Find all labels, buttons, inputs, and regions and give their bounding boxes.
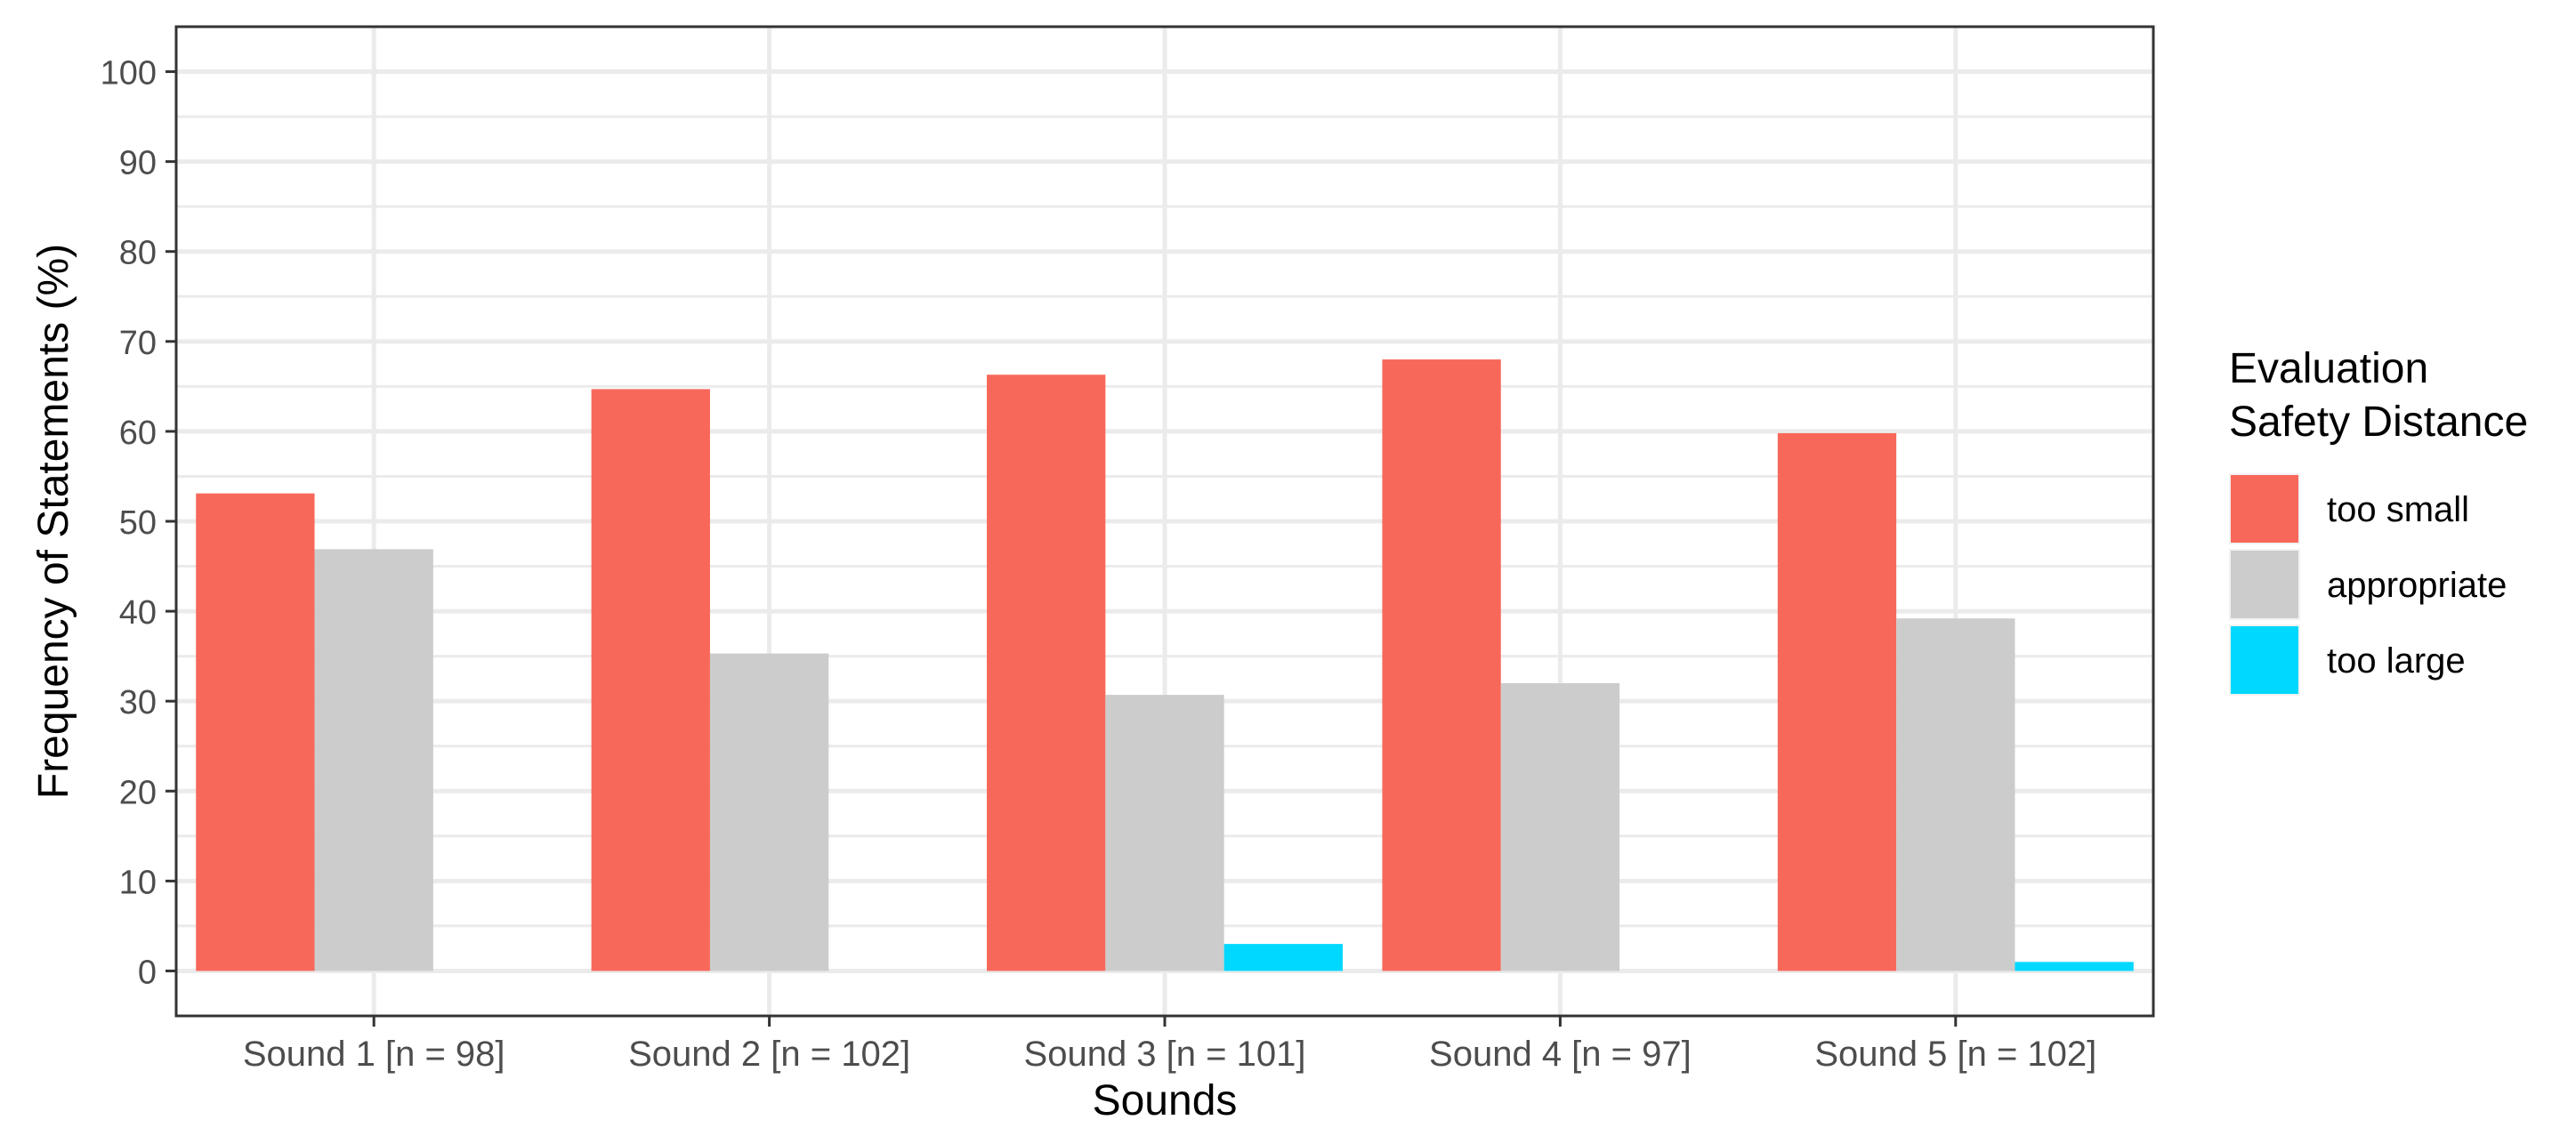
bar-too-small — [1777, 432, 1897, 971]
x-axis: Sound 1 [n = 98] Sound 2 [n = 102] Sound 3… — [243, 1016, 2096, 1074]
legend-items: too small appropriate too large — [2229, 473, 2507, 696]
y-tick-label: 0 — [138, 954, 157, 991]
y-tick-label: 50 — [119, 504, 157, 542]
bars — [196, 359, 2134, 971]
legend-label-too-large: too large — [2327, 641, 2466, 681]
x-tick-label: Sound 5 [n = 102] — [1814, 1035, 2096, 1074]
legend-label-too-small: too small — [2327, 490, 2469, 529]
y-tick-label: 90 — [119, 145, 157, 182]
x-tick-label: Sound 3 [n = 101] — [1024, 1035, 1306, 1074]
legend-swatch-too-large — [2231, 626, 2298, 694]
bar-appropriate — [709, 653, 829, 971]
bar-too-small — [591, 389, 710, 971]
y-axis: 0 10 20 30 40 50 60 70 80 90 100 — [101, 55, 176, 991]
legend-swatch-too-small — [2231, 475, 2298, 543]
bar-too-large — [1223, 944, 1343, 971]
legend: Evaluation Safety Distance too small appr… — [2229, 345, 2528, 696]
y-tick-label: 80 — [119, 235, 157, 272]
legend-swatch-appropriate — [2231, 551, 2298, 618]
bar-appropriate — [1896, 618, 2015, 971]
x-tick-label: Sound 1 [n = 98] — [243, 1035, 505, 1074]
y-tick-label: 70 — [119, 325, 157, 362]
x-tick-label: Sound 4 [n = 97] — [1429, 1035, 1692, 1074]
y-tick-label: 60 — [119, 415, 157, 452]
y-tick-label: 100 — [101, 55, 157, 93]
bar-appropriate — [1500, 682, 1620, 971]
y-tick-label: 10 — [119, 864, 157, 901]
x-tick-label: Sound 2 [n = 102] — [628, 1035, 910, 1074]
bar-too-large — [2015, 962, 2134, 971]
bar-too-small — [1382, 359, 1501, 971]
y-tick-label: 40 — [119, 594, 157, 632]
y-tick-label: 30 — [119, 684, 157, 721]
bar-too-small — [987, 375, 1106, 971]
x-axis-title: Sounds — [1093, 1077, 1238, 1124]
legend-title-line-2: Safety Distance — [2229, 399, 2528, 446]
y-tick-label: 20 — [119, 774, 157, 811]
bar-too-small — [196, 493, 315, 971]
legend-title-line-1: Evaluation — [2229, 345, 2428, 392]
legend-label-appropriate: appropriate — [2327, 566, 2507, 605]
bar-appropriate — [1105, 695, 1224, 971]
bar-appropriate — [314, 549, 433, 971]
y-axis-title: Frequency of Statements (%) — [30, 244, 77, 799]
